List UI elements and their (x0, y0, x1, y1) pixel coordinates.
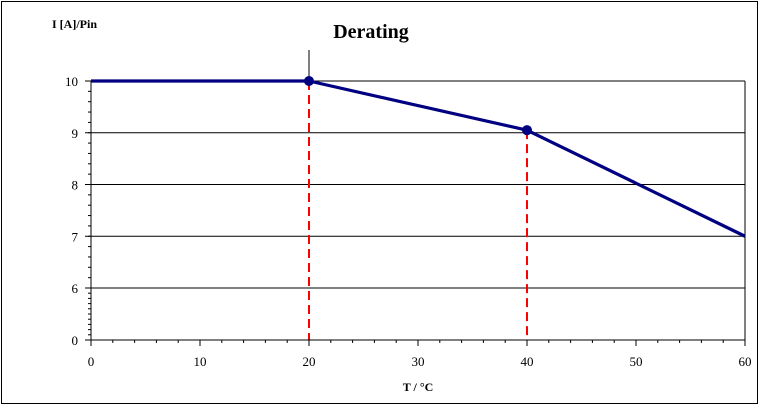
x-axis-title: T / °C (403, 380, 434, 394)
y-tick-label: 0 (72, 333, 79, 348)
chart-title: Derating (333, 21, 409, 43)
data-point (522, 125, 532, 136)
x-tick-label: 10 (194, 354, 207, 369)
x-tick-label: 40 (521, 354, 534, 369)
y-tick-label: 7 (72, 229, 79, 244)
y-tick-label: 10 (65, 74, 78, 89)
x-tick-label: 30 (412, 354, 425, 369)
grid-lines (91, 80, 746, 340)
series-line (91, 79, 746, 238)
y-tick-label: 6 (72, 281, 79, 296)
x-tick-label: 60 (739, 354, 752, 369)
y-tick-label: 8 (72, 178, 79, 193)
tick-labels: 0 10 20 30 40 50 60 0 6 7 8 9 10 (65, 74, 752, 369)
reference-lines (308, 81, 528, 340)
x-tick-label: 20 (303, 354, 316, 369)
x-tick-label: 0 (88, 354, 95, 369)
series-group (91, 76, 746, 238)
y-axis-title: I [A]/Pin (52, 17, 97, 31)
x-tick-label: 50 (630, 354, 643, 369)
y-tick-label: 9 (72, 126, 79, 141)
axes (85, 50, 746, 346)
data-point (304, 76, 314, 86)
